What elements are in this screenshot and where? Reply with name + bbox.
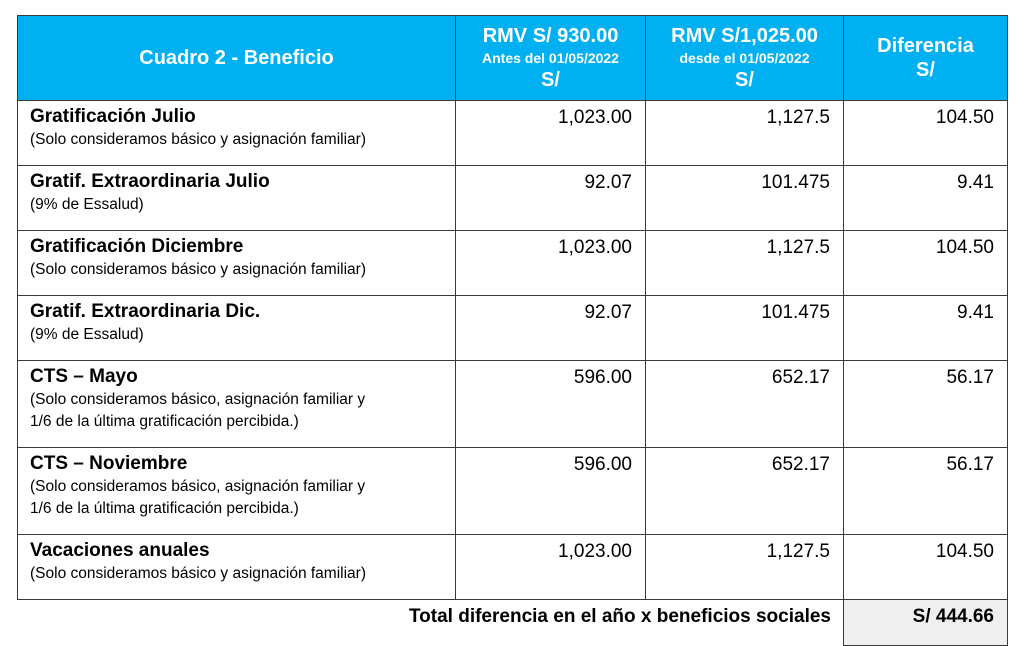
table-row: Gratif. Extraordinaria Julio (9% de Essa… [17,165,1008,231]
benefit-cell: CTS – Noviembre (Solo consideramos básic… [17,447,456,535]
benefit-note: (Solo consideramos básico y asignación f… [30,261,366,278]
header-rmv-before-unit: S/ [541,69,560,91]
benefit-cell: Gratif. Extraordinaria Julio (9% de Essa… [17,165,456,231]
header-rmv-before-sub: Antes del 01/05/2022 [482,50,619,66]
value-difference: 104.50 [843,230,1008,296]
benefit-title: CTS – Mayo [30,366,138,387]
benefit-note: (9% de Essalud) [30,326,144,343]
value-after: 101.475 [645,165,844,231]
benefit-title: Gratificación Julio [30,106,196,127]
benefit-note-2: 1/6 de la última gratificación percibida… [30,413,299,430]
header-rmv-after-unit: S/ [735,69,754,91]
table-row: Gratif. Extraordinaria Dic. (9% de Essal… [17,295,1008,361]
value-difference: 104.50 [843,534,1008,600]
benefit-cell: Vacaciones anuales (Solo consideramos bá… [17,534,456,600]
header-benefit-label: Cuadro 2 - Beneficio [139,46,334,69]
benefit-title: Gratif. Extraordinaria Dic. [30,301,261,322]
benefit-cell: CTS – Mayo (Solo consideramos básico, as… [17,360,456,448]
benefit-note: (Solo consideramos básico, asignación fa… [30,478,366,495]
header-rmv-before: RMV S/ 930.00 Antes del 01/05/2022 S/ [455,15,646,101]
benefit-cell: Gratificación Diciembre (Solo consideram… [17,230,456,296]
header-rmv-after-sub: desde el 01/05/2022 [679,50,810,66]
benefit-cell: Gratificación Julio (Solo consideramos b… [17,100,456,166]
benefit-note: (Solo consideramos básico y asignación f… [30,131,366,148]
header-rmv-after: RMV S/1,025.00 desde el 01/05/2022 S/ [645,15,844,101]
header-difference: Diferencia S/ [843,15,1008,101]
header-difference-unit: S/ [916,59,935,81]
benefits-table: Cuadro 2 - Beneficio RMV S/ 930.00 Antes… [17,15,1008,646]
benefit-note: (Solo consideramos básico, asignación fa… [30,391,366,408]
value-before: 92.07 [455,295,646,361]
value-before: 92.07 [455,165,646,231]
benefit-cell: Gratif. Extraordinaria Dic. (9% de Essal… [17,295,456,361]
value-difference: 56.17 [843,360,1008,448]
value-before: 1,023.00 [455,230,646,296]
value-before: 596.00 [455,447,646,535]
value-after: 652.17 [645,447,844,535]
value-before: 1,023.00 [455,100,646,166]
value-before: 1,023.00 [455,534,646,600]
benefit-title: Vacaciones anuales [30,540,210,561]
header-difference-title: Diferencia [877,35,974,57]
value-after: 1,127.5 [645,100,844,166]
total-row: Total diferencia en el año x beneficios … [18,599,1008,646]
value-after: 101.475 [645,295,844,361]
table-row: Gratificación Diciembre (Solo consideram… [17,230,1008,296]
header-benefit: Cuadro 2 - Beneficio [17,15,456,101]
value-difference: 9.41 [843,295,1008,361]
benefit-note: (9% de Essalud) [30,196,144,213]
benefit-title: Gratif. Extraordinaria Julio [30,171,270,192]
value-after: 652.17 [645,360,844,448]
benefit-note-2: 1/6 de la última gratificación percibida… [30,500,299,517]
value-after: 1,127.5 [645,230,844,296]
value-after: 1,127.5 [645,534,844,600]
benefit-title: Gratificación Diciembre [30,236,244,257]
table-header-row: Cuadro 2 - Beneficio RMV S/ 930.00 Antes… [17,15,1008,101]
table-row: CTS – Mayo (Solo consideramos básico, as… [17,360,1008,448]
benefit-title: CTS – Noviembre [30,453,188,474]
value-difference: 56.17 [843,447,1008,535]
table-row: Vacaciones anuales (Solo consideramos bá… [17,534,1008,600]
value-difference: 9.41 [843,165,1008,231]
table-row: CTS – Noviembre (Solo consideramos básic… [17,447,1008,535]
value-before: 596.00 [455,360,646,448]
header-rmv-before-title: RMV S/ 930.00 [482,25,619,47]
value-difference: 104.50 [843,100,1008,166]
benefit-note: (Solo consideramos básico y asignación f… [30,565,366,582]
total-value: S/ 444.66 [843,599,1008,646]
total-label: Total diferencia en el año x beneficios … [408,606,831,627]
header-rmv-after-title: RMV S/1,025.00 [671,25,818,47]
table-row: Gratificación Julio (Solo consideramos b… [17,100,1008,166]
